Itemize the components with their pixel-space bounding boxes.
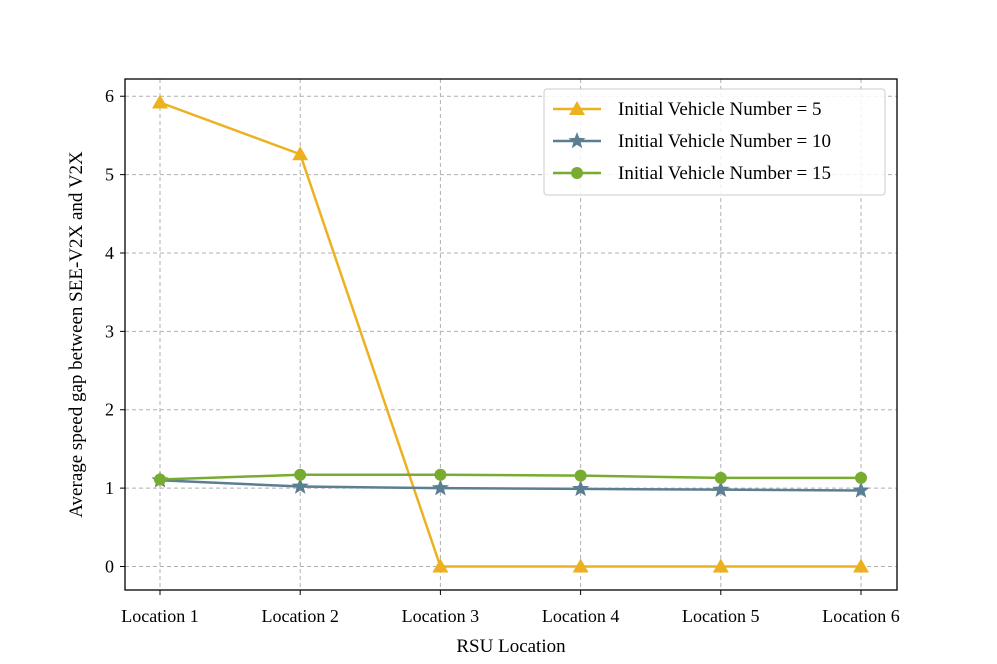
series-line xyxy=(159,101,861,568)
y-tick-label: 0 xyxy=(105,556,114,576)
x-tick-label: Location 5 xyxy=(682,606,759,626)
data-point-star xyxy=(431,479,449,496)
series-line xyxy=(159,473,861,481)
data-point-circle xyxy=(714,471,727,484)
legend-box xyxy=(543,88,886,196)
legend-label: Initial Vehicle Number = 15 xyxy=(618,163,831,184)
legend-entry: Initial Vehicle Number = 15 xyxy=(553,163,831,184)
data-point-circle xyxy=(294,468,307,481)
data-point-star xyxy=(712,480,730,497)
legend-entry: Initial Vehicle Number = 10 xyxy=(553,131,831,152)
x-tick-label: Location 1 xyxy=(121,606,198,626)
x-tick-label: Location 4 xyxy=(542,606,619,626)
x-tick-label: Location 6 xyxy=(822,606,899,626)
series-1 xyxy=(152,94,869,573)
data-point-star xyxy=(852,481,870,498)
legend-entry: Initial Vehicle Number = 5 xyxy=(553,99,821,120)
legend-marker xyxy=(569,101,585,115)
y-tick-label: 1 xyxy=(105,478,114,498)
series-3 xyxy=(154,468,867,486)
data-point-triangle xyxy=(292,146,309,161)
legend: Initial Vehicle Number = 5 Initial Vehicl… xyxy=(543,88,886,196)
data-point-triangle xyxy=(432,558,449,573)
x-axis-title: RSU Location xyxy=(456,636,566,657)
data-point-triangle xyxy=(712,558,729,573)
legend-marker xyxy=(568,132,586,149)
axis-ticks: Location 1 Location 2 Location 3 Location 4… xyxy=(105,86,900,626)
data-point-triangle xyxy=(572,558,589,573)
y-tick-label: 3 xyxy=(105,321,114,341)
data-point-circle xyxy=(574,469,587,482)
data-point-star xyxy=(291,477,309,494)
data-point-star xyxy=(572,479,590,497)
legend-marker xyxy=(571,167,583,179)
data-point-triangle xyxy=(152,94,168,109)
legend-label: Initial Vehicle Number = 10 xyxy=(618,131,831,152)
data-point-circle xyxy=(855,471,867,484)
y-tick-label: 2 xyxy=(105,400,114,420)
y-tick-label: 5 xyxy=(105,165,114,185)
y-tick-label: 4 xyxy=(105,243,114,263)
series-layer xyxy=(151,94,870,573)
x-tick-label: Location 3 xyxy=(402,606,479,626)
data-point-triangle xyxy=(853,558,869,573)
legend-label: Initial Vehicle Number = 5 xyxy=(618,99,821,120)
y-axis-title: Average speed gap between SEE-V2X and V2… xyxy=(66,151,87,518)
series-line xyxy=(159,479,862,492)
y-tick-label: 6 xyxy=(105,86,114,106)
plot-frame xyxy=(124,78,898,591)
data-point-circle xyxy=(434,468,447,481)
data-point-circle xyxy=(154,473,166,486)
x-tick-label: Location 2 xyxy=(261,606,338,626)
